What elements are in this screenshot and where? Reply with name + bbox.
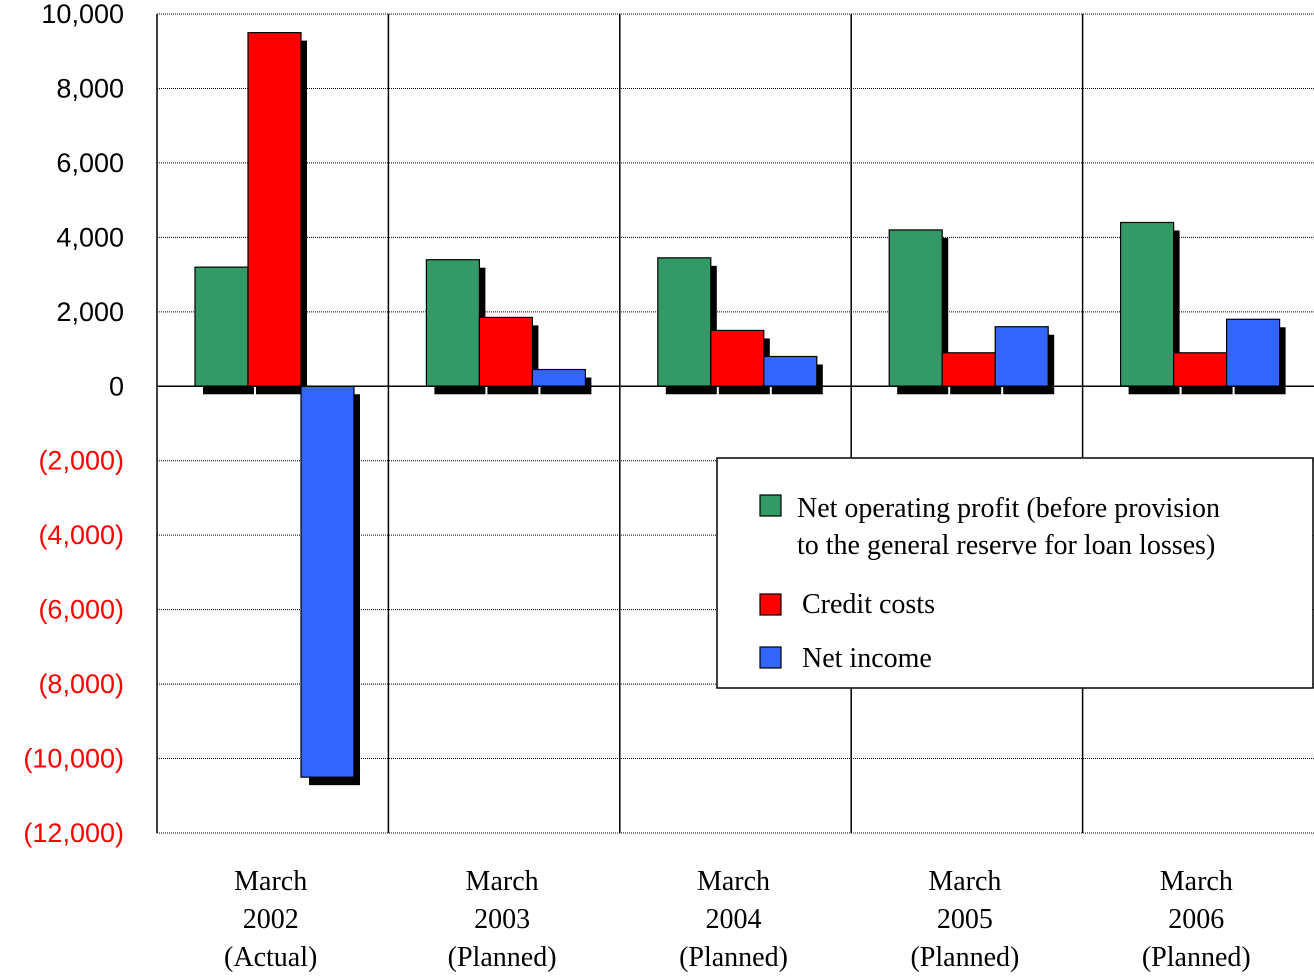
legend-swatch-2 — [759, 646, 782, 669]
y-tick-label: 10,000 — [41, 0, 124, 29]
legend: Net operating profit (before provision to… — [716, 457, 1314, 689]
bar-2-3 — [994, 326, 1049, 387]
y-tick-label: 4,000 — [56, 222, 124, 252]
y-tick-label: 0 — [109, 371, 124, 401]
bar-0-1 — [425, 259, 480, 387]
bar-0-4 — [1119, 221, 1175, 387]
y-axis-ticks: 10,000 8,000 6,000 4,000 2,000 0 (2,000) (4,000… — [23, 0, 124, 848]
bar-2-4 — [1225, 318, 1281, 387]
legend-label-0: Net operating profit (before provision to… — [797, 493, 1220, 561]
y-tick-label: 6,000 — [56, 148, 124, 178]
legend-box — [716, 457, 1314, 689]
x-tick-label: March 2006 (Planned) — [1142, 866, 1251, 973]
bar-1-2 — [710, 329, 765, 387]
y-tick-label: 2,000 — [56, 297, 124, 327]
bar-0-0 — [194, 266, 249, 387]
bars — [194, 32, 1286, 786]
bar-1-1 — [478, 316, 533, 387]
y-tick-label: (2,000) — [38, 446, 124, 476]
bar-0-2 — [657, 257, 712, 387]
y-tick-label: (12,000) — [23, 818, 124, 848]
bar-2-0 — [300, 385, 355, 778]
legend-label-1: Credit costs — [802, 589, 935, 620]
y-tick-label: (8,000) — [38, 669, 124, 699]
x-tick-label: March 2005 (Planned) — [910, 866, 1019, 973]
legend-swatch-0 — [759, 494, 782, 517]
bar-2-2 — [763, 355, 818, 387]
y-tick-label: 8,000 — [56, 73, 124, 103]
bar-1-3 — [941, 352, 996, 387]
legend-label-2: Net income — [802, 643, 932, 674]
bar-1-0 — [247, 32, 302, 387]
y-tick-label: (10,000) — [23, 744, 124, 774]
y-tick-label: (4,000) — [38, 520, 124, 550]
x-tick-label: March 2003 (Planned) — [448, 866, 557, 973]
bar-1-4 — [1172, 352, 1228, 387]
x-tick-label: March 2004 (Planned) — [679, 866, 788, 973]
category-dividers — [387, 14, 1084, 833]
legend-swatch-1 — [759, 593, 782, 616]
bar-2-1 — [531, 368, 587, 387]
bar-0-3 — [888, 229, 943, 387]
x-axis-ticks: March 2002 (Actual) March 2003 (Planned) March… — [224, 866, 1251, 973]
x-tick-label: March 2002 (Actual) — [224, 866, 317, 973]
y-tick-label: (6,000) — [38, 595, 124, 625]
